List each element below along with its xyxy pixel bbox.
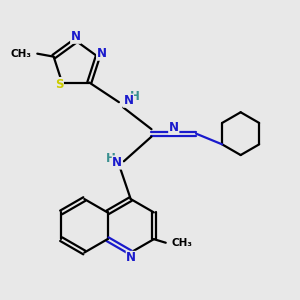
- Text: CH₃: CH₃: [11, 49, 32, 59]
- Text: H: H: [106, 152, 116, 165]
- Text: N: N: [97, 47, 106, 60]
- Text: N: N: [169, 121, 179, 134]
- Text: H: H: [130, 90, 140, 103]
- Text: N: N: [123, 94, 134, 107]
- Text: N: N: [126, 251, 136, 264]
- Text: N: N: [112, 156, 122, 169]
- Text: N: N: [71, 30, 81, 43]
- Text: S: S: [55, 77, 63, 91]
- Text: CH₃: CH₃: [172, 238, 193, 248]
